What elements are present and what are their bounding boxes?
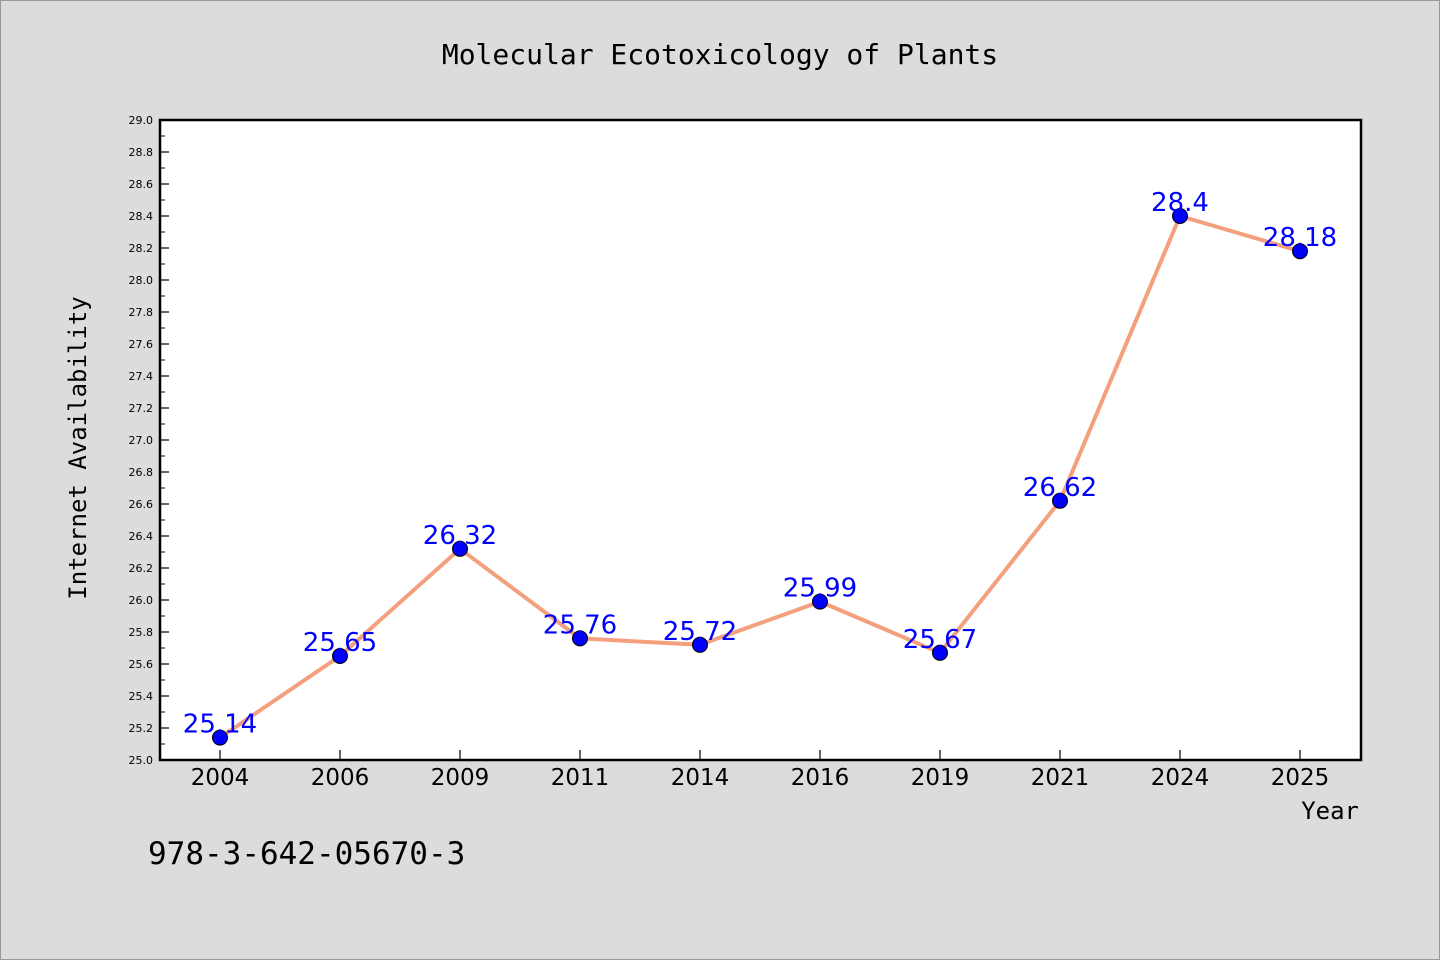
data-label: 25.65 xyxy=(303,628,377,658)
series-line xyxy=(218,214,1302,740)
x-axis-label: Year xyxy=(1301,797,1359,825)
y-tick-label: 28.4 xyxy=(129,210,154,223)
y-tick-label: 28.0 xyxy=(129,274,154,287)
y-tick-label: 26.0 xyxy=(129,594,154,607)
y-tick-label: 25.0 xyxy=(129,754,154,767)
x-tick-label: 2021 xyxy=(1031,765,1090,791)
data-label: 25.76 xyxy=(543,610,617,640)
y-tick-label: 25.4 xyxy=(129,690,154,703)
series: 25.14 25.65 26.32 25.76 25.72 25.99 25.67 26.62… xyxy=(183,188,1337,746)
y-tick-label: 26.2 xyxy=(129,562,154,575)
x-tick-label: 2016 xyxy=(791,765,850,791)
chart-title: Molecular Ecotoxicology of Plants xyxy=(442,38,998,71)
y-axis-label: Internet Availability xyxy=(64,296,92,599)
y-tick-label: 28.2 xyxy=(129,242,154,255)
y-tick-label: 28.8 xyxy=(129,146,154,159)
y-tick-label: 29.0 xyxy=(129,114,154,127)
x-tick-label: 2019 xyxy=(911,765,970,791)
data-label: 25.72 xyxy=(663,617,737,647)
data-label: 26.62 xyxy=(1023,473,1097,503)
y-tick-label: 27.6 xyxy=(129,338,154,351)
data-point xyxy=(1292,243,1308,260)
data-label: 26.32 xyxy=(423,521,497,551)
y-tick-label: 26.6 xyxy=(129,498,154,511)
data-label: 28.18 xyxy=(1263,223,1337,253)
y-tick-label: 27.2 xyxy=(129,402,154,415)
data-point xyxy=(212,729,228,746)
x-axis: 2004 2006 2009 2011 2014 2016 2019 2021 2024 2025 xyxy=(191,750,1330,791)
data-point xyxy=(452,540,468,557)
y-tick-label: 27.0 xyxy=(129,434,154,447)
data-point xyxy=(692,636,708,653)
x-tick-label: 2025 xyxy=(1271,765,1330,791)
data-point xyxy=(932,644,948,661)
data-label: 25.67 xyxy=(903,625,977,655)
data-point xyxy=(332,648,348,664)
data-point xyxy=(1052,492,1068,509)
y-tick-label: 27.8 xyxy=(129,306,154,319)
isbn-footnote: 978-3-642-05670-3 xyxy=(148,836,465,872)
data-point xyxy=(812,593,828,610)
x-tick-label: 2024 xyxy=(1151,765,1210,791)
x-tick-label: 2014 xyxy=(671,765,730,791)
data-label: 25.99 xyxy=(783,574,857,604)
y-tick-label: 25.6 xyxy=(129,658,154,671)
data-label: 25.14 xyxy=(183,710,257,740)
data-point xyxy=(572,630,588,647)
x-tick-label: 2006 xyxy=(311,765,370,791)
y-tick-label: 26.8 xyxy=(129,466,154,479)
x-tick-label: 2011 xyxy=(551,765,610,791)
x-tick-label: 2009 xyxy=(431,765,490,791)
plot-area xyxy=(158,118,1363,762)
x-tick-label: 2004 xyxy=(191,765,250,791)
y-tick-label: 27.4 xyxy=(129,370,154,383)
y-tick-label: 26.4 xyxy=(129,530,154,543)
y-tick-label: 25.2 xyxy=(129,722,154,735)
y-tick-label: 28.6 xyxy=(129,178,154,191)
y-axis: 25.0 25.2 25.4 25.6 25.8 26.0 26.2 26.4 26.6 26.8… xyxy=(129,114,169,767)
y-tick-label: 25.8 xyxy=(129,626,154,639)
data-label: 28.4 xyxy=(1151,188,1209,218)
data-point xyxy=(1172,208,1188,224)
